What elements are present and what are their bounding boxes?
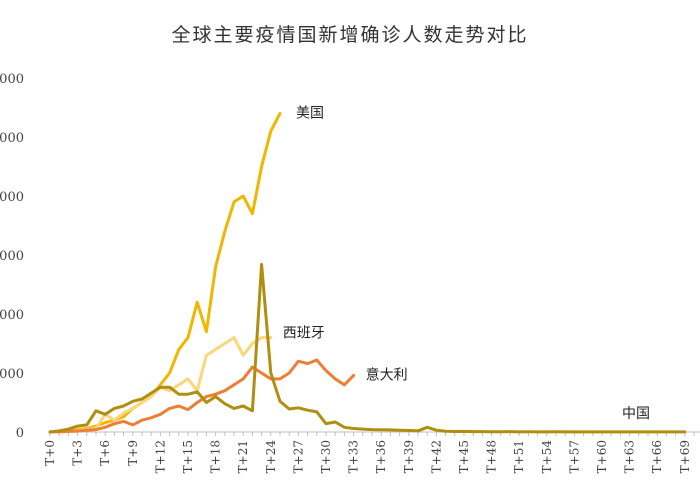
- x-tick-label: T+60: [595, 440, 609, 473]
- x-tick-label: T+33: [347, 440, 361, 473]
- series-label: 意大利: [366, 366, 408, 383]
- x-tick-label: T+45: [457, 440, 471, 473]
- x-tick-label: T+27: [291, 440, 305, 473]
- x-tick-label: T+69: [678, 440, 692, 473]
- series-label: 西班牙: [283, 326, 325, 342]
- y-tick-label: 5,000: [0, 367, 24, 382]
- x-tick-label: T+9: [126, 440, 140, 466]
- x-tick-label: T+18: [209, 440, 223, 473]
- series-line-中国: [48, 262, 687, 434]
- series-label: 中国: [622, 406, 650, 422]
- y-tick-label: 20,000: [0, 190, 24, 205]
- y-tick-label: 30,000: [0, 72, 24, 87]
- y-tick-label: 0: [16, 426, 24, 441]
- x-tick-label: T+3: [71, 440, 85, 466]
- x-tick-label: T+48: [485, 440, 499, 473]
- x-tick-label: T+54: [540, 440, 554, 474]
- x-tick-label: T+21: [236, 440, 250, 473]
- x-tick-label: T+6: [98, 440, 112, 466]
- y-tick-label: 15,000: [0, 249, 24, 264]
- x-tick-label: T+51: [512, 440, 526, 473]
- series-line-意大利: [48, 358, 356, 434]
- x-tick-label: T+0: [43, 440, 57, 466]
- x-tick-label: T+15: [181, 440, 195, 473]
- x-tick-label: T+30: [319, 440, 333, 473]
- x-tick-label: T+57: [567, 440, 581, 473]
- chart-title: 全球主要疫情国新增确诊人数走势对比: [171, 24, 529, 46]
- x-tick-label: T+39: [402, 440, 416, 473]
- series-line-美国: [48, 111, 282, 434]
- series-label: 美国: [296, 105, 324, 121]
- y-tick-label: 10,000: [0, 308, 24, 323]
- x-tick-label: T+24: [264, 440, 278, 474]
- x-tick-label: T+36: [374, 440, 388, 473]
- x-tick-label: T+63: [623, 440, 637, 473]
- x-tick-label: T+12: [153, 440, 167, 473]
- x-tick-label: T+66: [650, 440, 664, 473]
- x-tick-label: T+42: [429, 440, 443, 473]
- y-tick-label: 25,000: [0, 131, 24, 146]
